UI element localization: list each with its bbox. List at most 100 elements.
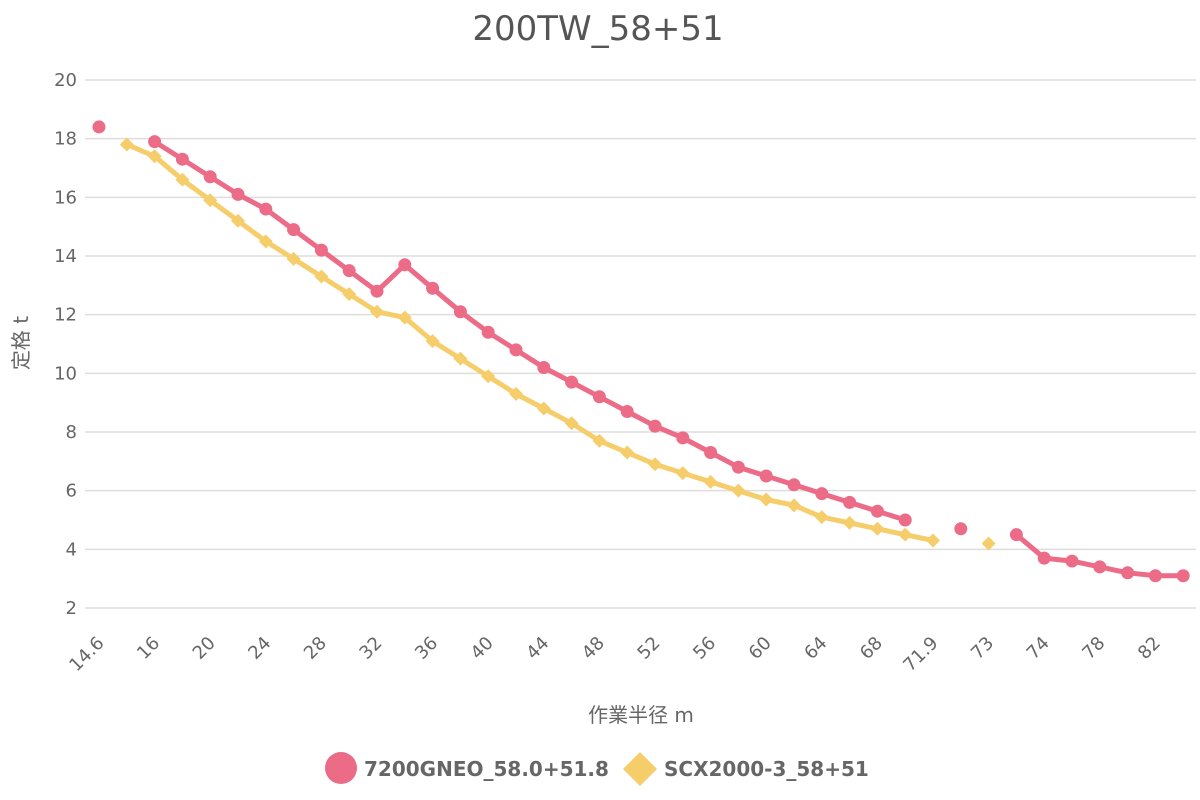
data-point[interactable]	[287, 223, 301, 237]
legend-marker-circle	[325, 752, 357, 784]
x-tick-label: 56	[689, 633, 720, 664]
x-tick-label: 32	[355, 633, 386, 664]
legend-label-series-1: 7200GNEO_58.0+51.8	[364, 757, 609, 781]
data-point[interactable]	[954, 522, 968, 536]
data-point[interactable]	[342, 264, 356, 278]
data-point[interactable]	[481, 369, 496, 384]
data-point[interactable]	[231, 187, 245, 201]
data-point[interactable]	[648, 457, 662, 472]
y-tick-label: 4	[66, 539, 77, 560]
x-tick-label: 78	[1078, 633, 1109, 664]
y-axis-title: 定格 t	[9, 316, 33, 370]
x-tick-label: 44	[522, 633, 553, 664]
x-axis-title: 作業半径 m	[588, 703, 694, 727]
data-point[interactable]	[1037, 551, 1051, 565]
data-point[interactable]	[1065, 554, 1079, 568]
y-tick-label: 2	[66, 598, 77, 619]
data-point[interactable]	[258, 234, 273, 249]
data-point[interactable]	[1009, 528, 1023, 542]
data-point[interactable]	[203, 193, 218, 208]
data-point[interactable]	[870, 521, 885, 536]
data-point[interactable]	[231, 213, 245, 228]
y-tick-label: 12	[54, 305, 77, 326]
x-tick-label: 60	[745, 633, 776, 664]
grid-lines	[85, 79, 1196, 609]
legend-item-series-1[interactable]: 7200GNEO_58.0+51.8	[325, 752, 609, 784]
legend-label-series-2: SCX2000-3_58+51	[664, 757, 869, 781]
data-point[interactable]	[425, 334, 440, 349]
y-tick-label: 18	[54, 129, 77, 150]
x-tick-label: 20	[189, 633, 220, 664]
x-tick-label: 74	[1023, 633, 1054, 664]
data-point[interactable]	[731, 483, 746, 498]
data-point[interactable]	[870, 504, 884, 518]
data-point[interactable]	[537, 360, 551, 374]
x-tick-label: 68	[856, 633, 887, 664]
data-point[interactable]	[509, 386, 523, 401]
data-point[interactable]	[536, 401, 551, 416]
data-point[interactable]	[898, 513, 912, 527]
x-tick-label: 82	[1134, 633, 1165, 664]
data-point[interactable]	[675, 466, 690, 481]
data-point[interactable]	[676, 431, 690, 445]
data-point[interactable]	[703, 474, 718, 489]
data-point[interactable]	[731, 460, 745, 474]
data-point[interactable]	[787, 478, 801, 492]
data-point[interactable]	[92, 120, 106, 134]
data-point[interactable]	[759, 469, 773, 483]
x-tick-label: 28	[300, 633, 331, 664]
data-point[interactable]	[815, 487, 829, 501]
data-point[interactable]	[259, 202, 273, 216]
data-point[interactable]	[898, 527, 913, 542]
series-layer	[92, 120, 1190, 583]
data-point[interactable]	[342, 287, 357, 302]
data-point[interactable]	[1093, 560, 1107, 574]
data-point[interactable]	[453, 351, 468, 366]
series-line	[152, 139, 908, 523]
data-point[interactable]	[370, 284, 384, 298]
data-point[interactable]	[481, 325, 495, 339]
data-point[interactable]	[759, 492, 774, 507]
data-point[interactable]	[1121, 566, 1135, 580]
data-point[interactable]	[592, 390, 606, 404]
data-point[interactable]	[564, 416, 579, 431]
data-point[interactable]	[148, 135, 162, 149]
data-point[interactable]	[843, 495, 857, 509]
data-point[interactable]	[175, 152, 189, 166]
data-point[interactable]	[286, 251, 301, 266]
data-point[interactable]	[565, 375, 579, 389]
data-point[interactable]	[842, 515, 857, 530]
data-point[interactable]	[981, 536, 996, 551]
x-axis-ticks: 14.6 16 20 24 28 32 36 40 44 48 52 56 60 64 68 71.9 73 74…	[65, 633, 1165, 676]
data-point[interactable]	[787, 498, 801, 513]
y-tick-label: 8	[66, 422, 77, 443]
data-point[interactable]	[397, 310, 412, 325]
data-point[interactable]	[704, 446, 718, 460]
data-point[interactable]	[620, 445, 635, 460]
data-point[interactable]	[648, 419, 662, 433]
data-point[interactable]	[509, 343, 523, 357]
legend-item-series-2[interactable]: SCX2000-3_58+51	[623, 752, 869, 786]
data-point[interactable]	[119, 137, 134, 152]
y-tick-label: 14	[54, 246, 77, 267]
data-point[interactable]	[1148, 569, 1162, 583]
data-point[interactable]	[203, 170, 217, 184]
data-point[interactable]	[1176, 569, 1190, 583]
data-point[interactable]	[814, 510, 829, 525]
data-point[interactable]	[453, 305, 467, 319]
x-tick-label: 14.6	[65, 633, 108, 676]
data-point[interactable]	[370, 304, 384, 319]
data-point[interactable]	[314, 243, 328, 257]
data-point[interactable]	[147, 149, 162, 164]
data-point[interactable]	[926, 533, 940, 548]
data-point[interactable]	[314, 269, 329, 284]
y-tick-label: 6	[66, 481, 77, 502]
data-point[interactable]	[426, 281, 440, 295]
data-point[interactable]	[175, 172, 190, 187]
data-point[interactable]	[398, 258, 412, 272]
chart-title: 200TW_58+51	[472, 9, 723, 49]
data-point[interactable]	[620, 404, 634, 418]
y-tick-label: 16	[54, 187, 77, 208]
data-point[interactable]	[592, 433, 607, 448]
x-tick-label: 16	[133, 633, 164, 664]
